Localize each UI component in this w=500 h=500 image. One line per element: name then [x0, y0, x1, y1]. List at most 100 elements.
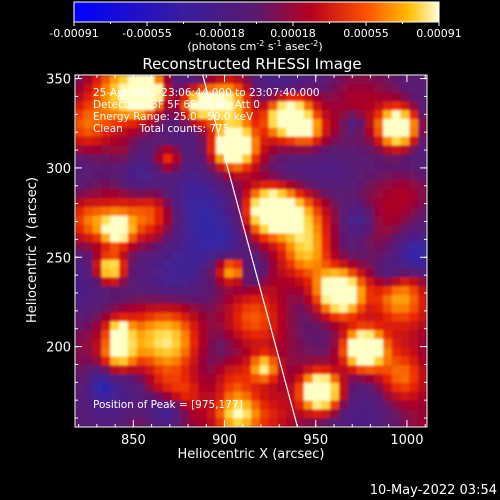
heatmap-cell	[330, 286, 340, 296]
heatmap-cell	[391, 242, 402, 252]
heatmap-cell	[374, 409, 384, 419]
heatmap-cell	[312, 163, 322, 173]
heatmap-cell	[251, 171, 261, 182]
heatmap-cell	[259, 312, 270, 322]
heatmap-cell	[92, 145, 102, 155]
heatmap-cell	[119, 330, 129, 340]
heatmap-cell	[339, 277, 349, 287]
heatmap-cell	[189, 251, 199, 261]
heatmap-cell	[215, 339, 226, 349]
heatmap-cell	[391, 224, 402, 234]
heatmap-cell	[127, 101, 138, 111]
heatmap-cell	[259, 163, 270, 173]
heatmap-cell	[136, 383, 146, 393]
heatmap-cell	[110, 180, 120, 190]
heatmap-cell	[374, 242, 384, 252]
heatmap-cell	[92, 136, 102, 146]
heatmap-cell	[189, 400, 199, 410]
heatmap-cell	[268, 83, 278, 94]
heatmap-cell	[242, 242, 252, 252]
heatmap-cell	[251, 207, 261, 217]
heatmap-cell	[295, 277, 305, 287]
heatmap-cell	[303, 374, 314, 384]
heatmap-cell	[101, 286, 111, 296]
heatmap-cell	[295, 374, 305, 384]
heatmap-cell	[409, 154, 419, 164]
heatmap-cell	[119, 145, 129, 155]
heatmap-cell	[330, 321, 340, 331]
heatmap-cell	[418, 145, 427, 155]
heatmap-cell	[101, 101, 111, 111]
heatmap-cell	[400, 101, 410, 111]
heatmap-cell	[303, 189, 314, 199]
heatmap-cell	[154, 365, 164, 375]
heatmap-cell	[92, 374, 102, 384]
heatmap-cell	[268, 312, 278, 322]
heatmap-cell	[356, 312, 366, 322]
heatmap-cell	[321, 110, 331, 120]
heatmap-cell	[409, 321, 419, 331]
heatmap-cell	[215, 110, 226, 120]
heatmap-cell	[110, 83, 120, 94]
heatmap-cell	[198, 163, 208, 173]
heatmap-cell	[303, 418, 314, 427]
heatmap-cell	[303, 127, 314, 138]
heatmap-cell	[347, 365, 358, 375]
heatmap-cell	[75, 339, 85, 349]
heatmap-cell	[154, 119, 164, 129]
heatmap-cell	[119, 409, 129, 419]
heatmap-cell	[101, 418, 111, 427]
heatmap-cell	[356, 127, 366, 138]
heatmap-cell	[154, 136, 164, 146]
heatmap-cell	[356, 277, 366, 287]
heatmap-cell	[145, 92, 155, 102]
heatmap-cell	[286, 295, 296, 305]
heatmap-cell	[356, 145, 366, 155]
heatmap-cell	[365, 330, 375, 340]
x-tick-label: 950	[303, 433, 328, 448]
heatmap-cell	[119, 171, 129, 182]
heatmap-cell	[383, 286, 393, 296]
heatmap-cell	[163, 251, 173, 261]
heatmap-cell	[365, 92, 375, 102]
heatmap-cell	[347, 242, 358, 252]
heatmap-cell	[75, 242, 85, 252]
heatmap-cell	[321, 330, 331, 340]
heatmap-cell	[312, 101, 322, 111]
heatmap-cell	[198, 171, 208, 182]
heatmap-cell	[163, 330, 173, 340]
heatmap-cell	[136, 374, 146, 384]
heatmap-cell	[251, 277, 261, 287]
heatmap-cell	[400, 127, 410, 138]
heatmap-cell	[391, 180, 402, 190]
heatmap-cell	[145, 295, 155, 305]
heatmap-cell	[242, 321, 252, 331]
heatmap-cell	[339, 145, 349, 155]
heatmap-cell	[400, 383, 410, 393]
heatmap-cell	[330, 347, 340, 358]
heatmap-cell	[347, 83, 358, 94]
heatmap-cell	[251, 365, 261, 375]
heatmap-cell	[321, 365, 331, 375]
heatmap-cell	[110, 339, 120, 349]
heatmap-cell	[110, 251, 120, 261]
heatmap-cell	[189, 207, 199, 217]
heatmap-cell	[83, 277, 94, 287]
heatmap-cell	[127, 92, 138, 102]
heatmap-cell	[251, 180, 261, 190]
heatmap-cell	[75, 154, 85, 164]
colorbar-unit: (photons cm-2 s-1 asec-2)	[187, 39, 322, 53]
heatmap-cell	[321, 312, 331, 322]
heatmap-cell	[92, 347, 102, 358]
heatmap-cell	[75, 198, 85, 208]
heatmap-cell	[383, 171, 393, 182]
heatmap-cell	[295, 400, 305, 410]
heatmap-cell	[347, 207, 358, 217]
heatmap-cell	[233, 383, 243, 393]
heatmap-cell	[83, 215, 94, 226]
heatmap-cell	[215, 365, 226, 375]
heatmap-cell	[83, 312, 94, 322]
heatmap-cell	[145, 224, 155, 234]
heatmap-cell	[356, 215, 366, 226]
heatmap-cell	[418, 400, 427, 410]
